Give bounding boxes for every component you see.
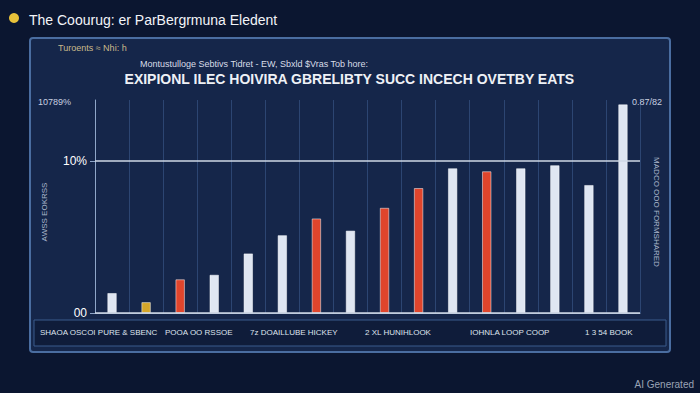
svg-text:0.87/82: 0.87/82: [632, 97, 662, 107]
svg-text:EXIPIONL ILEC HOIVIRA GBRELIBT: EXIPIONL ILEC HOIVIRA GBRELIBTY SUCC INC…: [125, 71, 575, 87]
svg-text:1 3 54 BOOK: 1 3 54 BOOK: [585, 328, 633, 337]
svg-text:10789%: 10789%: [38, 97, 71, 107]
svg-text:10%: 10%: [63, 154, 87, 168]
svg-text:2 XL HUNIHLOOK: 2 XL HUNIHLOOK: [365, 328, 432, 337]
svg-text:00: 00: [74, 306, 88, 320]
svg-text:MADCO OOO FORMSHARED: MADCO OOO FORMSHARED: [652, 157, 661, 267]
svg-text:SHAOA OSCOI PURE & SBENC: SHAOA OSCOI PURE & SBENC: [40, 328, 158, 337]
svg-text:7z DOAILLUBE HICKEY: 7z DOAILLUBE HICKEY: [250, 328, 338, 337]
svg-text:Turoents ≈ Nhi: h: Turoents ≈ Nhi: h: [58, 43, 127, 53]
svg-text:The Coourug: er ParBergrmuna E: The Coourug: er ParBergrmuna Eledent: [29, 12, 277, 28]
svg-text:AI Generated: AI Generated: [635, 379, 694, 390]
svg-text:Montustulloge Sebtivs Tidret -: Montustulloge Sebtivs Tidret - EW, Sbxld…: [140, 59, 368, 69]
svg-text:IOHNLA LOOP COOP: IOHNLA LOOP COOP: [470, 328, 549, 337]
svg-text:AWSS EOKRSS: AWSS EOKRSS: [40, 183, 49, 242]
svg-text:POOA OO RSSOE: POOA OO RSSOE: [165, 328, 233, 337]
